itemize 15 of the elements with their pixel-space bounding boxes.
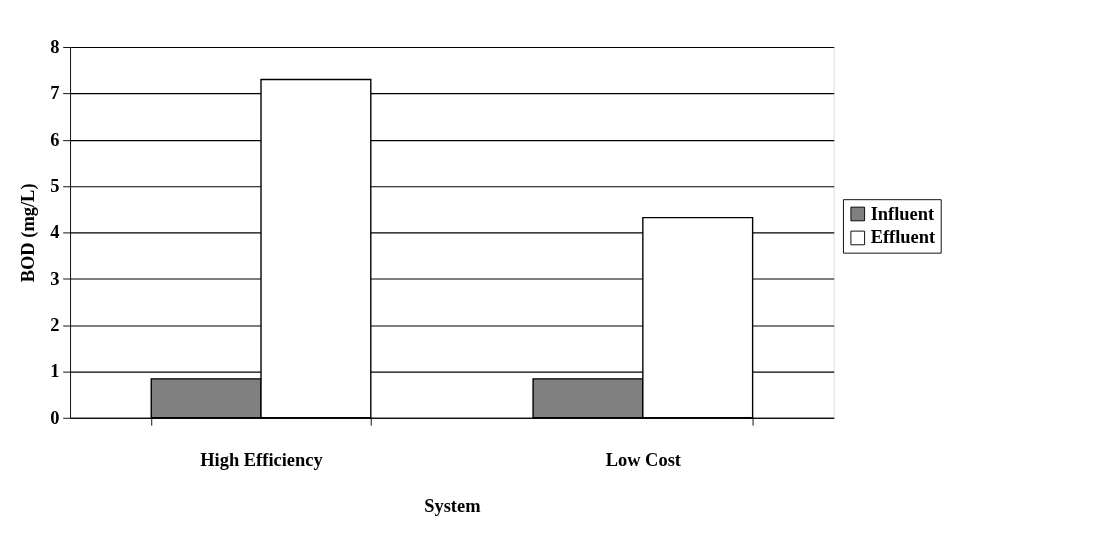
y-tick-label: 1 <box>50 361 60 382</box>
y-tick-label: 4 <box>50 222 60 243</box>
y-tick-label: 8 <box>50 37 60 58</box>
y-axis-title: BOD (mg/L) <box>17 183 39 283</box>
x-tick-label: Low Cost <box>605 450 682 471</box>
y-tick-label: 5 <box>50 176 60 197</box>
x-axis-title: System <box>424 496 482 517</box>
legend-label: Effluent <box>870 227 937 248</box>
y-tick-label: 7 <box>50 83 60 104</box>
y-tick-label: 0 <box>50 407 60 428</box>
y-tick-label: 6 <box>50 129 60 150</box>
legend-label: Influent <box>870 203 936 224</box>
y-tick-label: 2 <box>50 315 60 336</box>
y-tick-label: 3 <box>50 268 60 289</box>
x-tick-label: High Efficiency <box>200 450 324 471</box>
